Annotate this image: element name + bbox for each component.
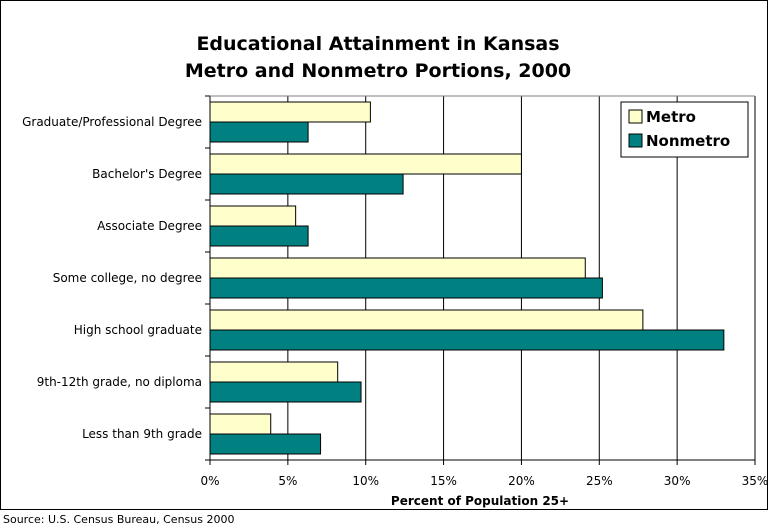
legend-swatch-nonmetro xyxy=(628,133,643,148)
category-label: Associate Degree xyxy=(97,219,202,233)
chart-title-line-2: Metro and Nonmetro Portions, 2000 xyxy=(185,60,571,82)
x-tick-label: 20% xyxy=(508,474,535,488)
category-label: High school graduate xyxy=(74,323,202,337)
bar-metro-5 xyxy=(209,361,339,383)
x-tick-label: 25% xyxy=(586,474,613,488)
plot-area: 0% 5% 10% 15% 20% 25% 30% 35% Graduate/Professio… xyxy=(22,95,769,488)
chart-title-line-1: Educational Attainment in Kansas xyxy=(196,33,559,55)
category-label: Less than 9th grade xyxy=(82,427,202,441)
bar-metro-2 xyxy=(209,205,297,227)
x-tick-label: 30% xyxy=(664,474,691,488)
bar-nonmetro-6 xyxy=(209,433,322,455)
bar-metro-1 xyxy=(209,153,522,175)
bar-nonmetro-2 xyxy=(209,225,309,247)
category-label: Some college, no degree xyxy=(53,271,202,285)
x-tick-label: 10% xyxy=(352,474,379,488)
category-label: Graduate/Professional Degree xyxy=(22,115,202,129)
x-tick-label: 5% xyxy=(278,474,297,488)
bar-nonmetro-3 xyxy=(209,277,603,299)
bar-metro-0 xyxy=(209,101,371,123)
bar-metro-6 xyxy=(209,413,272,435)
category-label: Bachelor's Degree xyxy=(92,167,202,181)
legend-label-metro: Metro xyxy=(646,108,696,126)
x-axis-label: Percent of Population 25+ xyxy=(391,494,569,508)
x-tick-label: 15% xyxy=(430,474,457,488)
bar-nonmetro-4 xyxy=(209,329,725,351)
category-label: 9th-12th grade, no diploma xyxy=(37,375,202,389)
legend-swatch-metro xyxy=(628,109,643,124)
source-note: Source: U.S. Census Bureau, Census 2000 xyxy=(3,513,235,526)
x-tick-label: 35% xyxy=(742,474,769,488)
bar-nonmetro-5 xyxy=(209,381,362,403)
bar-metro-4 xyxy=(209,309,644,331)
bar-nonmetro-1 xyxy=(209,173,404,195)
bar-metro-3 xyxy=(209,257,586,279)
x-tick-label: 0% xyxy=(200,474,219,488)
bar-nonmetro-0 xyxy=(209,121,309,143)
legend-label-nonmetro: Nonmetro xyxy=(646,132,730,150)
